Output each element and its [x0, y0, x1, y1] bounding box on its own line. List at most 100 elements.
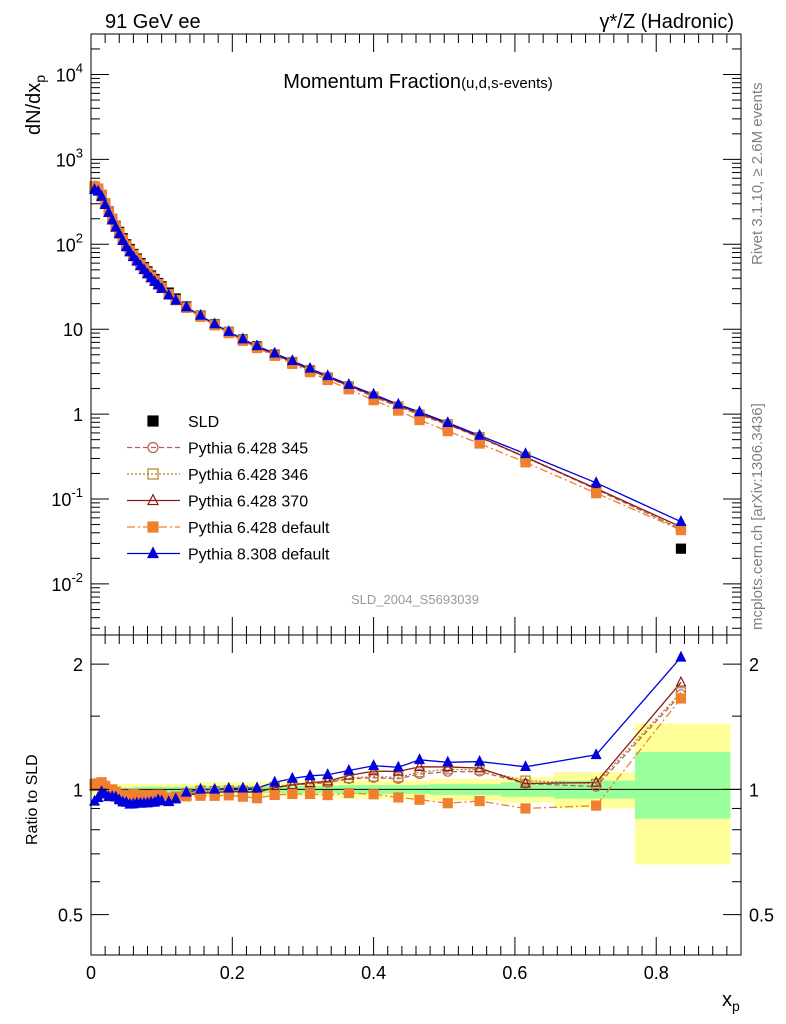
main-y-tick-base: 10 — [56, 235, 76, 255]
main-y-tick-label: 102 — [56, 230, 83, 255]
ratio-series-point — [520, 776, 531, 788]
x-axis-ticks: 0 0.2 0.4 0.6 0.8 — [86, 34, 742, 983]
main-series-point — [322, 369, 334, 381]
ratio-series-point — [392, 760, 404, 772]
main-series-line — [94, 189, 682, 523]
ratio-series-point — [591, 778, 602, 789]
ratio-series-point — [180, 785, 192, 797]
ratio-series-point — [590, 775, 602, 787]
main-y-tick-label: 10-1 — [51, 485, 83, 510]
ratio-series-point — [237, 781, 249, 793]
main-series-point — [414, 405, 426, 417]
main-series-point — [675, 543, 687, 554]
main-series-point — [251, 339, 263, 351]
main-y-axis-label-text: dN/dx — [23, 83, 45, 135]
main-y-tick-label: 10-2 — [51, 570, 83, 595]
main-y-tick-base: 10 — [51, 575, 71, 595]
ratio-y-tick-label-right: 2 — [749, 655, 759, 675]
ratio-series-point — [170, 792, 182, 804]
x-axis-label-sub: p — [732, 998, 740, 1014]
main-panel: Momentum Fraction(u,d,s-events) SLD_2004… — [23, 33, 742, 636]
ratio-series-point — [675, 675, 687, 687]
ratio-series-point — [368, 789, 379, 800]
main-series-point — [96, 189, 108, 201]
ratio-series-point — [156, 794, 168, 806]
ratio-series-point — [591, 800, 602, 811]
x-tick-label: 0 — [86, 963, 96, 983]
legend-label: Pythia 6.428 370 — [188, 494, 308, 511]
ratio-series-point — [675, 650, 687, 662]
ratio-series-point — [322, 768, 334, 779]
ratio-series-point — [287, 788, 298, 800]
ratio-y-tick-label-left: 1 — [73, 780, 83, 800]
mcplots-reference-label: mcplots.cern.ch [arXiv:1306.3436] — [749, 403, 766, 630]
main-series-point — [117, 234, 129, 246]
ratio-series-point — [368, 771, 379, 782]
main-series-point — [163, 288, 175, 300]
main-series-point — [237, 332, 249, 344]
main-y-tick-exponent: 4 — [76, 61, 83, 76]
ratio-series-point — [442, 755, 454, 767]
main-y-tick-exponent: 2 — [76, 230, 83, 245]
legend-label: Pythia 6.428 345 — [188, 441, 308, 458]
main-plot-title: Momentum Fraction(u,d,s-events) — [283, 71, 553, 93]
ratio-series-point — [442, 798, 453, 809]
ratio-series-point — [414, 794, 425, 805]
main-series-line — [94, 185, 682, 531]
main-y-tick-base: 10 — [56, 150, 76, 170]
main-series-point — [474, 438, 485, 449]
main-series-point — [113, 227, 125, 239]
main-y-tick-base: 10 — [51, 490, 71, 510]
main-series-point — [269, 346, 281, 358]
main-plot-title-subtext: (u,d,s-events) — [461, 75, 553, 92]
ratio-series-point — [304, 788, 316, 800]
ratio-y-ticks: 0.5 0.5 1 1 2 2 — [58, 655, 774, 926]
ratio-y-tick-label-right: 1 — [749, 780, 759, 800]
main-series-line — [94, 186, 682, 528]
main-y-axis-label: dN/dxp — [23, 75, 48, 135]
ratio-series-point — [520, 803, 531, 814]
legend-marker — [147, 468, 159, 480]
ratio-series-point — [414, 767, 425, 778]
main-plot-title-text: Momentum Fraction — [283, 71, 461, 93]
ratio-series-point — [520, 760, 531, 772]
header-left-label: 91 GeV ee — [105, 11, 201, 33]
header-right-label: γ*/Z (Hadronic) — [600, 11, 734, 33]
main-series-point — [414, 414, 425, 426]
rivet-version-label: Rivet 3.1.10, ≥ 2.6M events — [749, 83, 766, 266]
ratio-series-point — [92, 791, 104, 803]
main-series-point — [180, 300, 192, 312]
ratio-series-point — [414, 760, 426, 772]
main-y-tick-label: 10 — [63, 320, 83, 340]
x-axis-label: xp — [722, 989, 740, 1014]
main-series-point — [675, 525, 687, 536]
main-y-tick-base: 10 — [56, 66, 76, 86]
x-tick-label: 0.6 — [502, 963, 527, 983]
main-series-point — [99, 198, 111, 210]
main-series-point — [368, 387, 380, 399]
legend-marker — [147, 546, 159, 559]
main-series-point — [675, 515, 687, 526]
main-series-point — [591, 488, 602, 499]
legend-marker — [147, 493, 159, 506]
ratio-y-tick-label-right: 0.5 — [749, 906, 774, 926]
x-tick-label: 0.4 — [361, 963, 386, 983]
ratio-series-point — [322, 774, 334, 786]
main-series-point — [106, 213, 118, 225]
ratio-series-point — [322, 789, 333, 801]
main-series-point — [590, 476, 602, 488]
main-series-point — [392, 397, 404, 409]
ratio-panel: 0.5 0.5 1 1 2 2 Ratio to SLD — [24, 634, 774, 956]
main-y-tick-exponent: -1 — [71, 485, 83, 500]
ratio-series-point — [393, 772, 404, 783]
legend-label: Pythia 6.428 default — [188, 520, 330, 537]
ratio-series-point — [195, 782, 206, 794]
legend-marker — [147, 521, 159, 533]
ratio-series-point — [343, 763, 355, 775]
ratio-series-point — [474, 761, 486, 773]
main-frame — [90, 33, 742, 636]
main-series-point — [110, 220, 122, 232]
ratio-y-tick-label-left: 0.5 — [58, 906, 83, 926]
main-series-point — [343, 378, 355, 389]
